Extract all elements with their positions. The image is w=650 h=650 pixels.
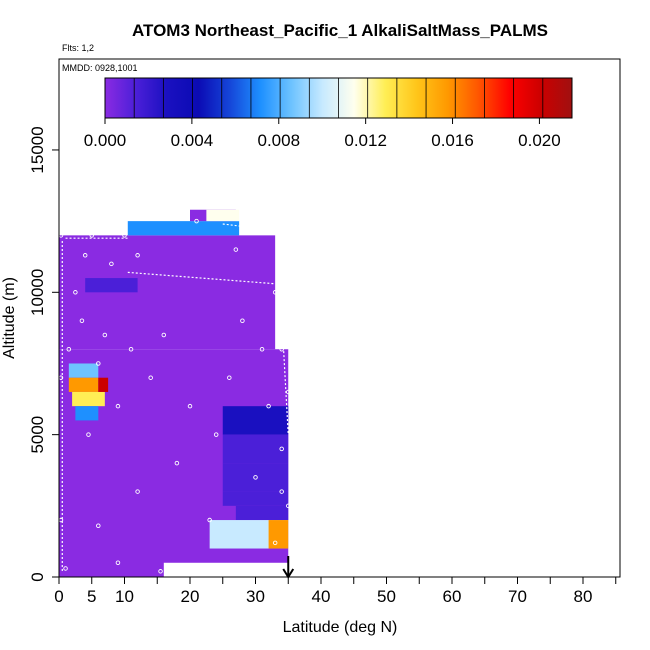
flight-track-point [272, 290, 278, 295]
colorbar-tick-label: 0.016 [431, 131, 474, 150]
heatmap-cell [75, 406, 99, 421]
y-tick-label: 10000 [28, 269, 47, 316]
x-axis: 0 5 10 20 30 40 50 60 70 80 [54, 576, 620, 606]
flight-track-point [96, 361, 101, 366]
flight-track-point [82, 253, 88, 258]
flight-track-point [89, 233, 94, 238]
heatmap-cell [68, 363, 99, 378]
heatmap-cells [59, 209, 289, 577]
heatmap-cell [222, 491, 289, 506]
x-tick-label: 5 [87, 587, 96, 606]
flight-track-point [102, 332, 108, 338]
heatmap-cell [222, 463, 289, 492]
flight-track-point [286, 389, 291, 395]
colorbar-tick-label: 0.020 [518, 131, 561, 150]
heatmap-cell [72, 391, 105, 407]
flight-track-point [213, 432, 219, 437]
x-tick-label: 50 [377, 587, 396, 606]
heatmap-cell [127, 221, 240, 236]
flight-track-point [227, 375, 232, 380]
flight-track-point [286, 503, 291, 509]
colorbar-tick-label: 0.000 [84, 131, 127, 150]
y-tick-label: 0 [28, 572, 47, 581]
flight-track-point [207, 517, 212, 523]
y-tick-label: 5000 [28, 416, 47, 454]
flight-track-point [240, 318, 245, 324]
x-tick-label: 0 [54, 587, 63, 606]
chart-title: ATOM3 Northeast_Pacific_1 AlkaliSaltMass… [132, 21, 548, 40]
flight-track-point [266, 403, 271, 409]
flight-track-point [161, 332, 167, 338]
colorbar-tick-label: 0.004 [171, 131, 214, 150]
flight-track-point [109, 261, 114, 267]
x-tick-label: 10 [115, 587, 134, 606]
y-tick-label: 15000 [28, 126, 47, 173]
heatmap-cell [235, 505, 289, 521]
flight-track-point [233, 247, 239, 252]
x-axis-label: Latitude (deg N) [283, 619, 398, 636]
flight-track-point [174, 460, 180, 466]
flight-track-point [158, 569, 163, 574]
flight-track-line [127, 271, 276, 285]
flight-track-point [272, 540, 278, 546]
heatmap-cell [98, 377, 109, 392]
flight-track-point [128, 346, 134, 352]
y-axis-label: Altitude (m) [1, 277, 18, 359]
flight-track-point [279, 446, 284, 452]
flight-track-point [115, 560, 121, 566]
flight-track-point [279, 346, 284, 352]
flight-track-point [135, 253, 140, 258]
flight-track-point [246, 224, 252, 230]
flight-track-point [86, 432, 91, 437]
colorbar-ticks: 0.000 0.004 0.008 0.012 0.016 0.020 [84, 78, 561, 150]
date-annotation: MMDD: 0928,1001 [62, 63, 138, 73]
x-tick-label: 30 [246, 587, 265, 606]
heatmap-cell [85, 278, 138, 293]
flight-track-point [79, 318, 85, 324]
flight-track-point [148, 375, 153, 380]
flight-track-point [63, 566, 68, 571]
x-tick-label: 60 [443, 587, 462, 606]
heatmap-cell [68, 377, 99, 392]
flights-annotation: Flts: 1,2 [62, 43, 94, 53]
colorbar-tick-label: 0.008 [257, 131, 300, 150]
flight-track [59, 218, 291, 574]
flight-track-line [277, 255, 289, 435]
y-axis: 0 5000 10000 15000 [28, 126, 59, 582]
flight-track-point [194, 218, 199, 224]
plot-area [59, 209, 291, 577]
flight-track-point [122, 233, 127, 238]
flight-track-point [135, 489, 140, 494]
flight-track-point [96, 523, 101, 529]
heatmap-cell [222, 434, 289, 464]
flight-track-point [187, 403, 193, 409]
x-tick-label: 40 [312, 587, 331, 606]
flight-track-point [279, 489, 284, 494]
x-tick-label: 20 [181, 587, 200, 606]
flight-track-point [66, 346, 72, 352]
x-tick-label: 80 [574, 587, 593, 606]
colorbar-tick-label: 0.012 [344, 131, 387, 150]
flight-track-point [259, 346, 265, 352]
colorbar: 0.000 0.004 0.008 0.012 0.016 0.020 [84, 77, 573, 150]
flight-track-point [73, 290, 78, 295]
heatmap-cell [222, 406, 289, 435]
x-tick-label: 70 [508, 587, 527, 606]
flight-track-point [253, 475, 258, 480]
flight-track-point [115, 403, 121, 409]
heatmap-cell [268, 520, 289, 549]
latitude-marker-arrow [282, 556, 295, 579]
heatmap-cell [163, 562, 289, 577]
arrow-head [282, 568, 295, 579]
heatmap-cell [206, 209, 240, 222]
